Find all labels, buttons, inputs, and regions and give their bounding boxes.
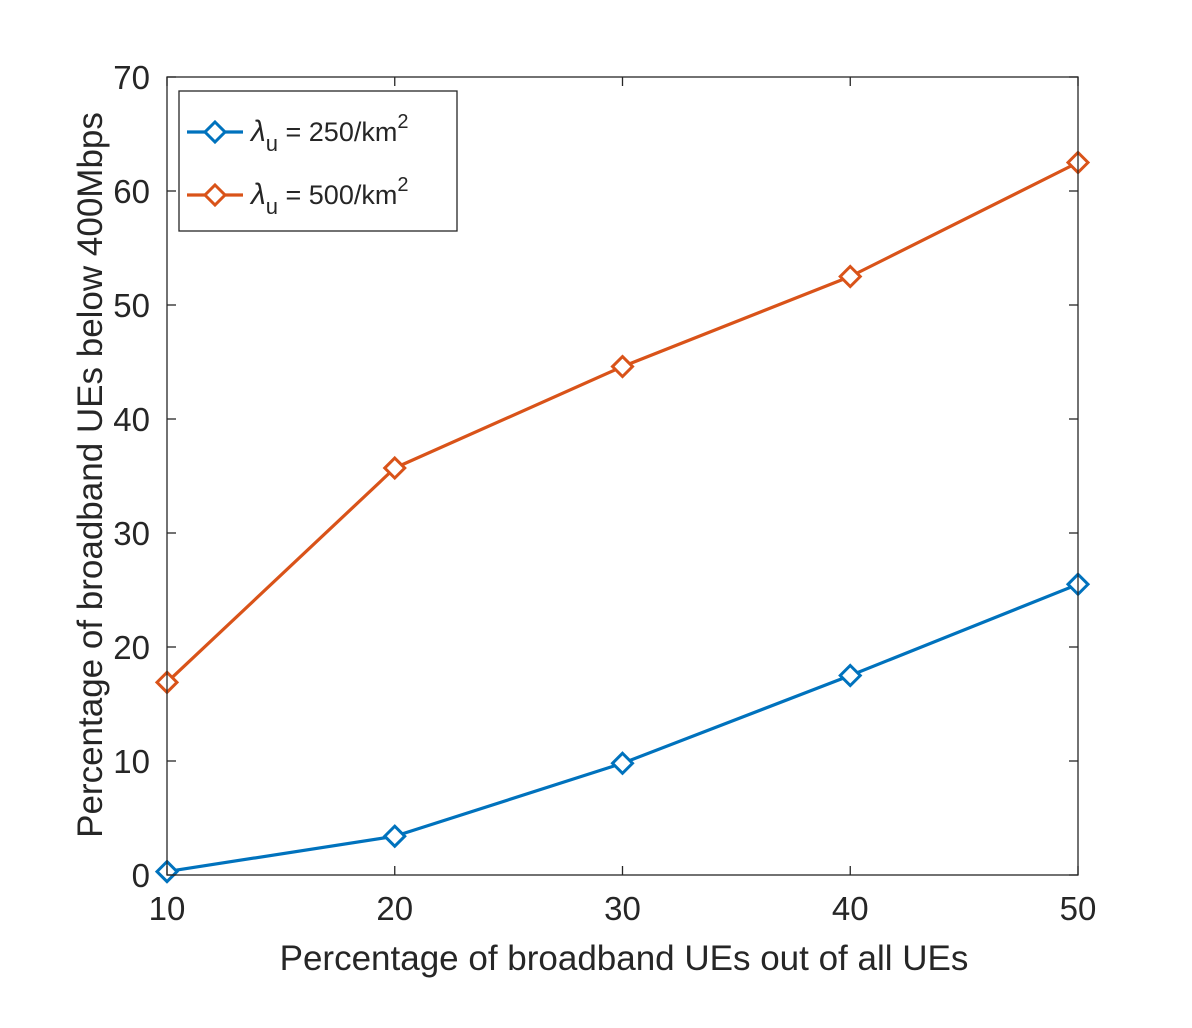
y-tick-label: 70	[113, 59, 150, 96]
data-point-marker	[838, 264, 863, 289]
x-axis-label: Percentage of broadband UEs out of all U…	[280, 939, 969, 978]
y-tick-label: 30	[113, 515, 150, 552]
legend-symbol: λ	[249, 178, 266, 211]
y-tick-label: 0	[132, 857, 150, 894]
legend-text: = 250/km	[278, 117, 397, 147]
y-tick-label: 60	[113, 173, 150, 210]
x-tick-label: 10	[149, 890, 186, 927]
data-point-marker	[610, 751, 635, 776]
legend-label: λu = 500/km2	[249, 174, 408, 219]
x-tick-label: 30	[604, 890, 641, 927]
legend-superscript: 2	[397, 111, 408, 133]
series-1	[154, 572, 1091, 884]
x-tick-label: 20	[376, 890, 413, 927]
legend-label: λu = 250/km2	[249, 111, 408, 156]
legend-symbol: λ	[249, 115, 266, 148]
legend-entry-1: λu = 250/km2	[187, 111, 408, 156]
legend-text: = 500/km	[278, 180, 397, 210]
data-point-marker	[382, 455, 407, 481]
legend-subscript: u	[266, 194, 278, 219]
y-tick-label: 50	[113, 287, 150, 324]
x-tick-label: 50	[1060, 890, 1097, 927]
legend-subscript: u	[266, 131, 278, 156]
legend-marker-swatch	[202, 182, 228, 208]
legend-box	[178, 90, 458, 232]
legend-marker-swatch	[202, 119, 228, 145]
y-tick-label: 20	[113, 629, 150, 666]
series-layer	[154, 150, 1091, 884]
legend-superscript: 2	[397, 174, 408, 196]
y-axis-label: Percentage of broadband UEs below 400Mbp…	[71, 112, 110, 838]
y-tick-label: 10	[113, 743, 150, 780]
data-point-marker	[838, 663, 863, 688]
data-point-marker	[610, 354, 635, 379]
legend-entry-2: λu = 500/km2	[187, 174, 408, 219]
data-point-marker	[382, 824, 407, 849]
series-2	[154, 150, 1091, 695]
y-tick-label: 40	[113, 401, 150, 438]
x-tick-label: 40	[832, 890, 869, 927]
